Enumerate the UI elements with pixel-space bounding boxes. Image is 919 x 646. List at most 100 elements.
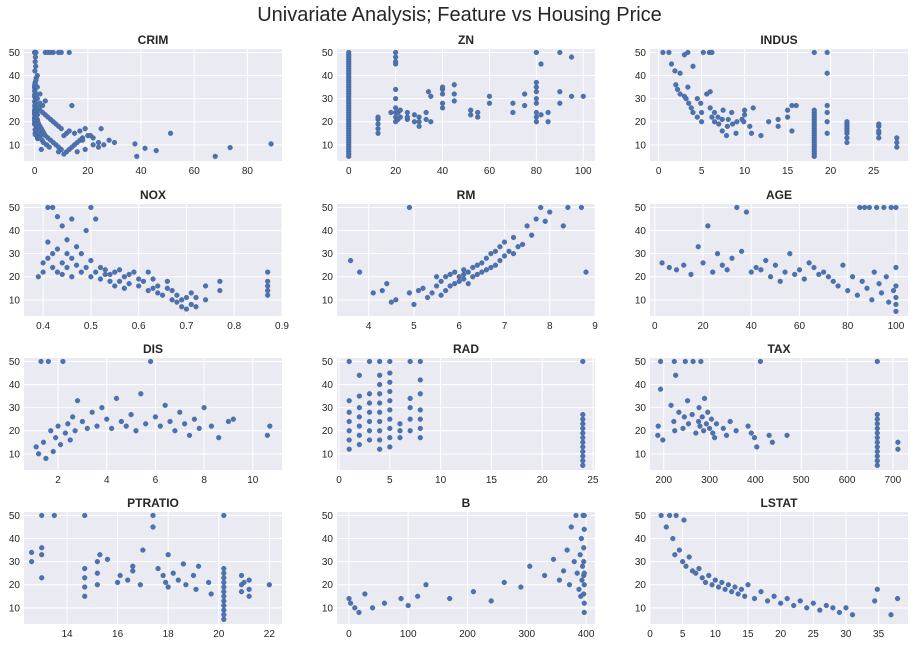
data-point: [388, 109, 394, 116]
data-point: [377, 372, 383, 378]
data-point: [143, 421, 149, 427]
data-point: [742, 593, 748, 599]
data-point: [792, 271, 798, 278]
data-point: [729, 589, 735, 595]
data-point: [673, 267, 680, 273]
axes-background: [337, 358, 595, 470]
data-point: [684, 398, 691, 404]
data-point: [362, 591, 368, 597]
data-point: [221, 584, 227, 590]
data-point: [874, 453, 880, 459]
data-point: [33, 77, 39, 83]
data-point: [60, 358, 66, 365]
data-point: [377, 358, 383, 365]
data-point: [417, 425, 423, 432]
data-point: [89, 409, 95, 415]
x-tick-label: 0: [652, 321, 658, 332]
data-point: [50, 49, 56, 56]
data-point: [688, 271, 694, 278]
subplot-title: TAX: [767, 342, 790, 356]
data-point: [881, 204, 887, 211]
data-point: [671, 418, 677, 425]
data-point: [825, 274, 832, 280]
data-point: [59, 223, 65, 229]
x-tick-label: 25: [868, 166, 880, 177]
data-point: [541, 572, 548, 579]
data-point: [724, 267, 730, 273]
data-point: [689, 411, 695, 418]
data-point: [715, 114, 721, 120]
data-point: [406, 290, 413, 296]
data-point: [265, 292, 271, 298]
data-point: [69, 274, 75, 280]
subplot-title: NOX: [140, 188, 166, 202]
data-point: [42, 98, 48, 104]
data-point: [510, 100, 516, 106]
data-point: [202, 283, 209, 289]
data-point: [733, 428, 739, 434]
data-point: [132, 141, 138, 147]
data-point: [221, 570, 227, 576]
data-point: [720, 425, 726, 432]
data-point: [356, 405, 362, 411]
data-point: [64, 264, 70, 271]
data-point: [893, 308, 899, 314]
x-tick-label: 15: [486, 475, 498, 486]
x-tick-label: 20: [82, 166, 94, 177]
subplot-crim: 0 20 40 60 80 10 20 30 40 50 CRIM: [9, 33, 282, 177]
data-point: [723, 132, 730, 139]
data-point: [893, 283, 899, 289]
data-point: [64, 251, 70, 257]
data-point: [447, 271, 453, 278]
data-point: [690, 63, 696, 69]
data-point: [188, 301, 194, 308]
data-point: [264, 432, 270, 438]
data-point: [265, 283, 271, 289]
data-point: [824, 109, 830, 116]
data-point: [74, 149, 80, 155]
data-point: [497, 244, 503, 250]
data-point: [836, 609, 843, 616]
x-tick-label: 40: [437, 166, 449, 177]
figure-title: Univariate Analysis; Feature vs Housing …: [257, 4, 662, 26]
data-point: [221, 607, 227, 613]
data-point: [79, 137, 86, 143]
data-point: [700, 49, 706, 56]
data-point: [724, 123, 731, 129]
x-tick-label: 0: [647, 629, 653, 640]
data-point: [745, 423, 751, 429]
data-point: [698, 100, 704, 106]
data-point: [128, 411, 134, 418]
data-point: [155, 290, 161, 296]
data-point: [524, 223, 530, 229]
data-point: [172, 428, 178, 434]
data-point: [681, 517, 687, 523]
x-tick-label: 400: [578, 629, 595, 640]
data-point: [748, 430, 754, 436]
data-point: [580, 425, 586, 432]
y-tick-label: 40: [9, 226, 21, 237]
data-point: [50, 251, 56, 257]
data-point: [428, 119, 434, 125]
data-point: [470, 274, 476, 280]
data-point: [660, 49, 666, 56]
x-tick-label: 100: [400, 629, 417, 640]
data-point: [479, 269, 485, 275]
x-tick-label: 10: [247, 475, 259, 486]
data-point: [407, 428, 413, 434]
subplot-ptratio: 14 16 18 20 22 10 20 30 40 50 PTRATIO: [9, 496, 282, 640]
data-point: [40, 269, 46, 275]
subplot-title: B: [462, 496, 471, 510]
data-point: [125, 577, 131, 583]
data-point: [97, 552, 103, 558]
data-point: [723, 432, 730, 438]
data-point: [787, 251, 793, 257]
data-point: [580, 462, 586, 468]
data-point: [681, 414, 687, 420]
data-point: [470, 589, 477, 595]
data-point: [771, 593, 777, 599]
data-point: [685, 49, 691, 56]
data-point: [657, 386, 664, 392]
data-point: [425, 89, 432, 95]
x-tick-label: 5: [680, 629, 686, 640]
